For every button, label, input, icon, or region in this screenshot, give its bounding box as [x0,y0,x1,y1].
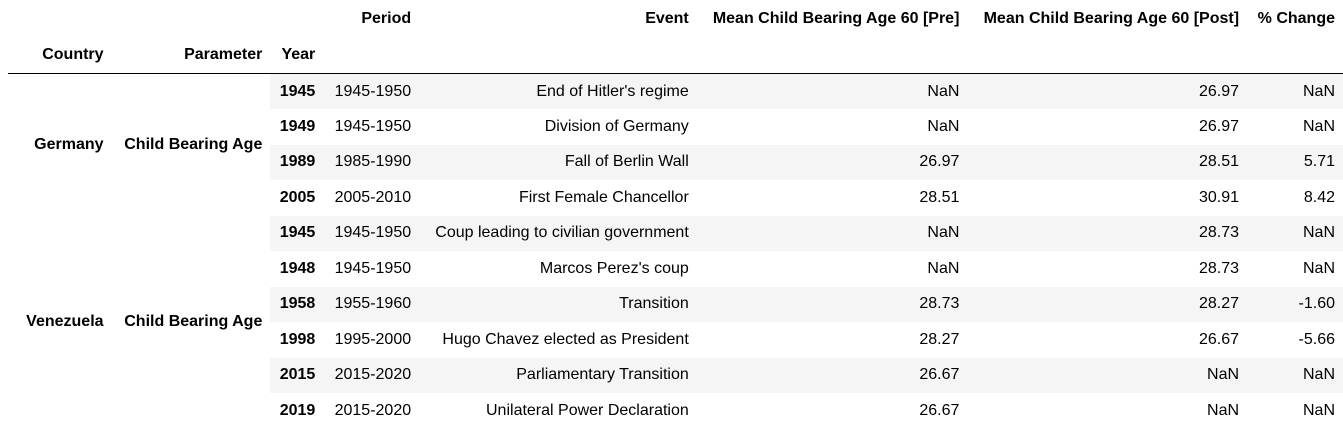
event-cell: Transition [419,286,697,322]
post-cell: NaN [967,393,1248,429]
period-cell: 1955-1960 [323,286,420,322]
period-cell: 1995-2000 [323,322,420,358]
year-cell: 2019 [270,393,324,429]
event-cell: Division of Germany [419,109,697,145]
header-blank [697,37,968,74]
year-cell: 1945 [270,73,324,109]
event-cell: Fall of Berlin Wall [419,144,697,180]
header-country: Country [42,46,104,63]
pre-cell: NaN [696,251,968,287]
pre-cell: 28.27 [696,322,968,358]
year-cell: 1989 [270,144,324,180]
post-cell: 28.73 [967,251,1248,287]
post-cell: 26.97 [967,73,1248,109]
post-cell: 28.51 [967,144,1248,180]
country-cell: Germany [8,73,112,216]
event-cell: Hugo Chavez elected as President [419,322,697,358]
period-cell: 1945-1950 [323,109,420,145]
change-cell: NaN [1247,393,1343,429]
header-row-columns: Period Event Mean Child Bearing Age 60 [… [8,0,1343,37]
parameter-cell: Child Bearing Age [111,73,271,216]
year-cell: 2015 [270,357,324,393]
country-cell: Venezuela [8,215,112,429]
period-cell: 1945-1950 [323,215,420,251]
year-cell: 1998 [270,322,324,358]
event-cell: Unilateral Power Declaration [419,393,697,429]
change-cell: NaN [1247,215,1343,251]
change-cell: -5.66 [1247,322,1343,358]
table-row: 2019 2015-2020 Unilateral Power Declarat… [8,393,1343,429]
year-cell: 1948 [270,251,324,287]
pre-cell: NaN [696,73,968,109]
parameter-cell: Child Bearing Age [111,215,271,429]
table-row: 1949 1945-1950 Division of Germany NaN 2… [8,109,1343,145]
pre-cell: NaN [696,215,968,251]
change-cell: 5.71 [1247,144,1343,180]
year-cell: 1949 [270,109,324,145]
header-pre: Mean Child Bearing Age 60 [Pre] [712,9,960,27]
pre-cell: 28.73 [696,286,968,322]
header-blank [967,37,1247,74]
table-row: 1998 1995-2000 Hugo Chavez elected as Pr… [8,322,1343,358]
event-cell: End of Hitler's regime [419,73,697,109]
header-event: Event [645,9,689,27]
post-cell: 26.67 [967,322,1248,358]
header-period: Period [361,9,412,27]
change-cell: NaN [1247,109,1343,145]
change-cell: NaN [1247,251,1343,287]
dataframe-table: Period Event Mean Child Bearing Age 60 [… [8,0,1343,429]
table-row: Germany Child Bearing Age 1945 1945-1950… [8,73,1343,216]
period-cell: 2015-2020 [323,393,420,429]
post-cell: 28.27 [967,286,1248,322]
header-change: % Change [1257,9,1335,27]
header-blank [323,37,419,74]
table-row: Venezuela Child Bearing Age 1945 1945-19… [8,215,1343,429]
table-row: 1958 1955-1960 Transition 28.73 28.27 -1… [8,286,1343,322]
header-blank [419,37,697,74]
header-post: Mean Child Bearing Age 60 [Post] [983,9,1240,27]
table-row: 2015 2015-2020 Parliamentary Transition … [8,357,1343,393]
change-cell: -1.60 [1247,286,1343,322]
table-row: 1948 1945-1950 Marcos Perez's coup NaN 2… [8,251,1343,287]
pre-cell: 26.67 [696,357,968,393]
period-cell: 1985-1990 [323,144,420,180]
header-blank [1247,37,1343,74]
year-cell: 2005 [270,180,324,216]
pre-cell: NaN [696,109,968,145]
table-header: Period Event Mean Child Bearing Age 60 [… [8,0,1343,74]
post-cell: 28.73 [967,215,1248,251]
change-cell: NaN [1247,73,1343,109]
header-blank [270,0,323,37]
post-cell: NaN [967,357,1248,393]
header-year: Year [281,46,316,63]
pre-cell: 26.97 [696,144,968,180]
period-cell: 2015-2020 [323,357,420,393]
period-cell: 1945-1950 [323,73,420,109]
event-cell: Parliamentary Transition [419,357,697,393]
table-row: 2005 2005-2010 First Female Chancellor 2… [8,180,1343,216]
post-cell: 30.91 [967,180,1248,216]
table-row: 1989 1985-1990 Fall of Berlin Wall 26.97… [8,144,1343,180]
header-blank [8,0,112,37]
change-cell: NaN [1247,357,1343,393]
year-cell: 1945 [270,215,324,251]
pre-cell: 28.51 [696,180,968,216]
header-parameter: Parameter [184,46,263,63]
year-cell: 1958 [270,286,324,322]
change-cell: 8.42 [1247,180,1343,216]
pre-cell: 26.67 [696,393,968,429]
period-cell: 1945-1950 [323,251,420,287]
period-cell: 2005-2010 [323,180,420,216]
table-body: Germany Child Bearing Age 1945 1945-1950… [8,73,1343,429]
header-blank [112,0,271,37]
event-cell: Coup leading to civilian government [419,215,697,251]
event-cell: Marcos Perez's coup [419,251,697,287]
event-cell: First Female Chancellor [419,180,697,216]
post-cell: 26.97 [967,109,1248,145]
header-row-index: Country Parameter Year [8,37,1343,74]
